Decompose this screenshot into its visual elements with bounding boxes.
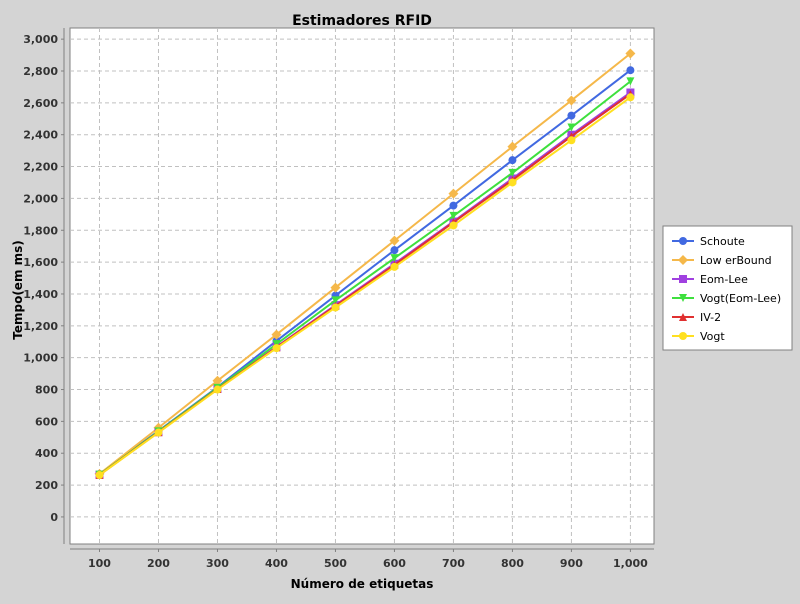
data-point bbox=[449, 201, 458, 210]
data-point bbox=[390, 246, 399, 255]
y-tick-label: 1,800 bbox=[23, 224, 58, 237]
data-point bbox=[508, 156, 517, 165]
y-tick-label: 0 bbox=[50, 511, 58, 524]
data-point bbox=[390, 262, 399, 271]
legend-label: Low erBound bbox=[700, 254, 772, 267]
data-point bbox=[567, 136, 576, 145]
data-point bbox=[508, 168, 517, 177]
series-line bbox=[98, 96, 631, 476]
data-point bbox=[271, 329, 282, 340]
y-tick-label: 600 bbox=[35, 415, 58, 428]
data-point bbox=[331, 303, 340, 312]
y-axis-label: Tempo(em ms) bbox=[11, 240, 25, 340]
y-tick-label: 800 bbox=[35, 384, 58, 397]
data-point bbox=[626, 77, 635, 86]
y-tick-label: 1,600 bbox=[23, 256, 58, 269]
y-tick-label: 2,400 bbox=[23, 129, 58, 142]
legend-swatch-marker bbox=[678, 255, 688, 265]
legend-swatch-marker bbox=[679, 275, 687, 283]
x-axis-label: Número de etiquetas bbox=[291, 577, 434, 591]
data-point bbox=[331, 296, 340, 305]
legend-label: Schoute bbox=[700, 235, 745, 248]
series-vogt bbox=[95, 93, 635, 480]
data-point bbox=[626, 66, 635, 75]
legend-swatch-marker bbox=[679, 237, 687, 245]
legend-entry: Schoute bbox=[672, 235, 745, 248]
data-point bbox=[154, 428, 163, 437]
x-tick-label: 100 bbox=[88, 557, 111, 570]
axes: 0 200 400 600 800 1,000 1,200 1,400 1,600 1,800 2,… bbox=[23, 28, 654, 570]
y-tick-label: 1,000 bbox=[23, 352, 58, 365]
legend-entry: Vogt(Eom-Lee) bbox=[672, 292, 781, 305]
data-point bbox=[626, 93, 635, 102]
data-point bbox=[449, 211, 458, 220]
legend-entry: Vogt bbox=[672, 330, 725, 343]
y-tick-label: 1,400 bbox=[23, 288, 58, 301]
y-tick-label: 2,000 bbox=[23, 192, 58, 205]
grid-lines bbox=[70, 28, 654, 544]
y-tick-label: 2,200 bbox=[23, 161, 58, 174]
x-tick-label: 1,000 bbox=[613, 557, 648, 570]
legend-label: IV-2 bbox=[700, 311, 721, 324]
legend-entry: IV-2 bbox=[672, 311, 721, 324]
legend: Schoute Low erBound Eom-Lee Vogt(Eom-Lee) IV… bbox=[662, 225, 793, 351]
y-tick-label: 2,800 bbox=[23, 65, 58, 78]
x-tick-label: 400 bbox=[265, 557, 288, 570]
series-layer bbox=[94, 48, 636, 480]
data-point bbox=[567, 123, 576, 132]
y-tick-label: 2,600 bbox=[23, 97, 58, 110]
data-point bbox=[330, 282, 341, 293]
data-point bbox=[213, 385, 222, 394]
legend-entry: Low erBound bbox=[672, 254, 772, 267]
y-tick-label: 400 bbox=[35, 447, 58, 460]
x-tick-label: 200 bbox=[147, 557, 170, 570]
x-tick-label: 300 bbox=[206, 557, 229, 570]
data-point bbox=[567, 111, 576, 120]
y-tick-label: 200 bbox=[35, 479, 58, 492]
data-point bbox=[625, 48, 636, 59]
x-tick-label: 900 bbox=[560, 557, 583, 570]
legend-swatch-marker bbox=[679, 294, 687, 302]
x-tick-label: 800 bbox=[501, 557, 524, 570]
y-tick-label: 3,000 bbox=[23, 33, 58, 46]
data-point bbox=[95, 471, 104, 480]
data-point bbox=[448, 188, 459, 199]
legend-label: Vogt(Eom-Lee) bbox=[700, 292, 781, 305]
series-low-erbound bbox=[94, 48, 636, 479]
x-tick-label: 600 bbox=[383, 557, 406, 570]
data-point bbox=[389, 235, 400, 246]
series-line bbox=[98, 52, 632, 475]
legend-swatch-marker bbox=[679, 332, 687, 340]
data-point bbox=[212, 375, 223, 386]
data-point bbox=[507, 141, 518, 152]
data-point bbox=[449, 221, 458, 230]
legend-entry: Eom-Lee bbox=[672, 273, 748, 286]
legend-label: Eom-Lee bbox=[700, 273, 748, 286]
legend-box bbox=[662, 225, 793, 351]
data-point bbox=[508, 178, 517, 187]
chart-title: Estimadores RFID bbox=[292, 13, 432, 29]
x-tick-label: 700 bbox=[442, 557, 465, 570]
data-point bbox=[390, 254, 399, 263]
legend-label: Vogt bbox=[700, 330, 725, 343]
y-tick-label: 1,200 bbox=[23, 320, 58, 333]
legend-swatch-marker bbox=[679, 313, 687, 321]
x-tick-label: 500 bbox=[324, 557, 347, 570]
data-point bbox=[566, 95, 577, 106]
data-point bbox=[272, 344, 281, 353]
